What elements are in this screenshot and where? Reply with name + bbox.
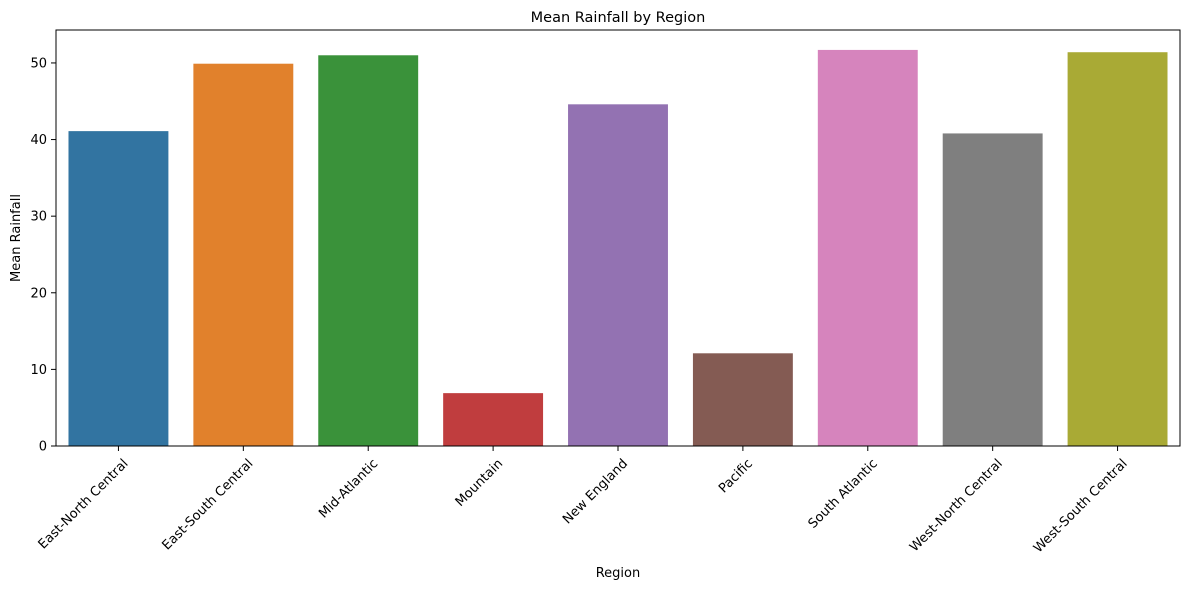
y-tick-label: 20	[30, 286, 47, 301]
x-axis: East-North Central East-South Central Mid-…	[36, 446, 1131, 556]
x-axis-label: Region	[596, 566, 641, 581]
chart-title: Mean Rainfall by Region	[531, 10, 706, 26]
y-axis-label: Mean Rainfall	[9, 194, 24, 282]
y-tick-label: 0	[39, 440, 47, 455]
bar-east-south-central	[193, 63, 294, 447]
bar-south-atlantic	[817, 49, 918, 446]
x-tick-label: Mid-Atlantic	[316, 456, 381, 521]
x-tick-label: South Atlantic	[806, 456, 881, 531]
bar-west-south-central	[1067, 52, 1168, 446]
y-tick-label: 10	[30, 363, 47, 378]
bar-mid-atlantic	[318, 55, 419, 446]
bar-mountain	[443, 393, 544, 446]
y-tick-label: 40	[30, 133, 47, 148]
x-tick-label: East-South Central	[160, 456, 257, 553]
bar-west-north-central	[942, 133, 1043, 446]
y-axis: 0 10 20 30 40 50	[30, 56, 56, 455]
x-tick-label: West-South Central	[1031, 456, 1131, 556]
x-tick-label: Mountain	[453, 456, 506, 509]
y-tick-label: 30	[30, 210, 47, 225]
bar-pacific	[692, 353, 793, 446]
bar-new-england	[568, 104, 668, 446]
x-tick-label: East-North Central	[36, 456, 132, 552]
x-tick-label: New England	[560, 456, 631, 527]
bars-layer	[68, 49, 1168, 447]
x-tick-label: Pacific	[716, 456, 756, 496]
bar-east-north-central	[68, 131, 169, 446]
x-tick-label: West-North Central	[907, 456, 1006, 555]
plot-frame	[55, 29, 1181, 447]
y-tick-label: 50	[30, 56, 47, 71]
